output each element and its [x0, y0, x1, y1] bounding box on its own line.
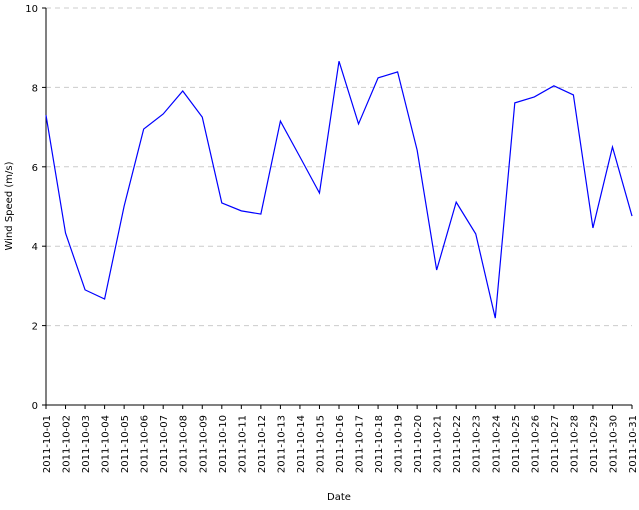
- x-tick-label: 2011-10-16: [335, 415, 346, 473]
- x-tick-label: 2011-10-11: [237, 415, 248, 473]
- x-tick-label: 2011-10-22: [452, 415, 463, 473]
- y-tick-label: 6: [32, 163, 38, 174]
- x-tick-label: 2011-10-28: [569, 415, 580, 473]
- x-tick-label: 2011-10-14: [296, 415, 307, 473]
- x-tick-label: 2011-10-04: [101, 415, 112, 473]
- y-tick-label: 8: [32, 83, 38, 94]
- x-tick-label: 2011-10-03: [81, 415, 92, 473]
- y-tick-label: 2: [32, 322, 38, 333]
- y-tick-label: 0: [32, 401, 38, 412]
- x-tick-label: 2011-10-19: [394, 415, 405, 473]
- y-tick-label: 10: [25, 4, 38, 15]
- x-tick-label: 2011-10-08: [179, 415, 190, 473]
- x-tick-label: 2011-10-30: [608, 415, 619, 473]
- x-tick-label: 2011-10-23: [472, 415, 483, 473]
- x-tick-label: 2011-10-05: [120, 415, 131, 473]
- x-tick-label: 2011-10-26: [530, 415, 541, 473]
- x-tick-label: 2011-10-21: [433, 415, 444, 473]
- x-tick-label: 2011-10-09: [198, 415, 209, 473]
- line: [45, 61, 633, 319]
- x-tick-label: 2011-10-15: [315, 415, 326, 473]
- x-tick-label: 2011-10-25: [511, 415, 522, 473]
- x-tick-label: 2011-10-06: [140, 415, 151, 473]
- x-tick-label: 2011-10-18: [374, 415, 385, 473]
- x-tick-label: 2011-10-20: [413, 415, 424, 473]
- x-tick-label: 2011-10-10: [218, 415, 229, 473]
- x-tick-label: 2011-10-17: [355, 415, 366, 473]
- x-tick-label: 2011-10-02: [62, 415, 73, 473]
- x-tick-label: 2011-10-31: [628, 415, 639, 473]
- y-axis-label: Wind Speed (m/s): [4, 161, 15, 250]
- x-axis-label: Date: [327, 492, 351, 503]
- x-tick-label: 2011-10-29: [589, 415, 600, 473]
- x-tick-label: 2011-10-27: [550, 415, 561, 473]
- y-tick-label: 4: [32, 242, 38, 253]
- x-tick-label: 2011-10-07: [159, 415, 170, 473]
- x-tick-label: 2011-10-12: [257, 415, 268, 473]
- x-tick-label: 2011-10-24: [491, 415, 502, 473]
- x-tick-label: 2011-10-01: [42, 415, 53, 473]
- x-tick-label: 2011-10-13: [276, 415, 287, 473]
